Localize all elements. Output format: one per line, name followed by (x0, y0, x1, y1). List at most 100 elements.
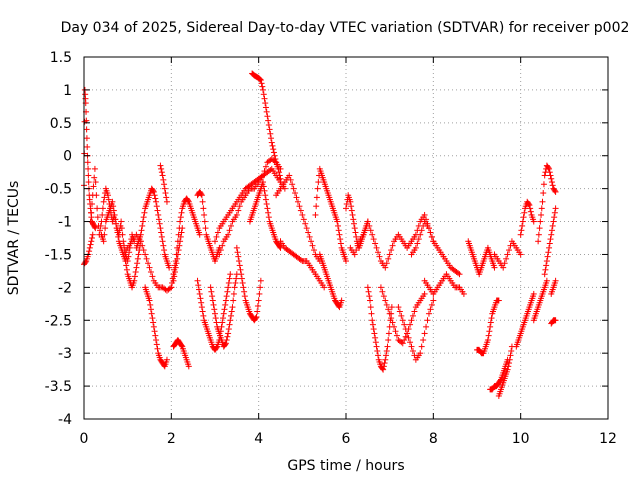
data-point (518, 227, 525, 234)
data-point (224, 333, 231, 340)
data-point (231, 284, 238, 291)
data-point (456, 271, 463, 278)
data-point (195, 286, 202, 293)
data-point (256, 75, 263, 82)
data-point (268, 135, 275, 142)
data-layer (81, 70, 559, 399)
data-point (543, 277, 550, 284)
x-tick-label: 0 (80, 431, 89, 447)
data-point (312, 211, 319, 218)
x-tick-label: 10 (512, 431, 530, 447)
data-point (393, 332, 400, 339)
data-point (548, 231, 555, 238)
data-point (89, 235, 96, 241)
data-point (153, 337, 160, 344)
data-point (276, 172, 283, 179)
data-point (266, 126, 273, 133)
data-point (150, 187, 157, 194)
data-point (220, 315, 227, 322)
data-point (491, 264, 498, 271)
data-point (549, 222, 556, 229)
series-s34 (495, 343, 515, 399)
data-point (185, 197, 192, 204)
data-point (174, 255, 181, 262)
data-point (156, 220, 163, 227)
data-point (162, 190, 169, 197)
data-point (367, 227, 374, 234)
data-point (272, 156, 279, 163)
data-point (195, 282, 202, 289)
data-point (293, 194, 300, 201)
data-point (168, 284, 175, 291)
y-tick-label: 1 (63, 83, 72, 99)
data-point (236, 258, 243, 265)
data-point (380, 293, 387, 300)
data-point (257, 277, 264, 284)
data-point (123, 262, 130, 269)
data-point (538, 205, 545, 212)
data-point (425, 310, 432, 317)
data-point (500, 264, 507, 271)
data-point (407, 339, 414, 346)
data-point (166, 285, 173, 292)
data-point (105, 192, 112, 199)
data-point (256, 290, 263, 297)
data-point (263, 200, 270, 207)
data-point (308, 238, 315, 245)
data-point (352, 229, 359, 236)
data-point (506, 360, 513, 367)
data-point (383, 352, 390, 359)
data-point (147, 301, 154, 308)
data-point (201, 218, 208, 225)
data-point (384, 343, 391, 350)
data-point (222, 297, 229, 304)
data-point (540, 181, 547, 188)
data-point (504, 251, 511, 258)
series-s16 (216, 156, 284, 258)
data-point (275, 165, 282, 172)
data-point (484, 337, 491, 344)
data-point (212, 310, 218, 317)
data-point (382, 356, 389, 363)
data-point (526, 202, 533, 209)
data-point (93, 192, 100, 199)
series-s27 (377, 284, 428, 347)
data-point (89, 231, 96, 238)
data-point (351, 220, 358, 227)
data-point (175, 247, 182, 254)
data-point (277, 175, 284, 182)
data-point (424, 317, 431, 324)
data-point (159, 172, 166, 179)
data-point (101, 231, 108, 238)
data-point (385, 337, 392, 344)
data-point (207, 284, 214, 291)
y-tick-label: -0.5 (45, 182, 72, 198)
x-tick-label: 2 (167, 431, 176, 447)
data-point (227, 317, 234, 324)
data-point (150, 323, 157, 330)
data-point (158, 233, 165, 240)
data-point (91, 224, 98, 231)
data-point (535, 231, 542, 238)
data-point (398, 312, 405, 319)
series-s14 (207, 271, 240, 350)
y-tick-label: 0 (63, 149, 72, 165)
data-point (546, 169, 553, 176)
data-point (388, 304, 395, 311)
data-point (105, 196, 112, 203)
data-point (267, 130, 274, 137)
data-point (209, 297, 216, 304)
data-point (158, 169, 165, 176)
data-point (211, 306, 218, 313)
data-point (118, 225, 125, 232)
data-point (112, 216, 119, 223)
data-point (110, 207, 117, 214)
data-point (421, 290, 428, 297)
data-point (85, 172, 92, 179)
data-point (428, 301, 435, 308)
y-tick-label: -1.5 (45, 247, 72, 263)
data-point (166, 264, 173, 271)
series-s21 (277, 238, 328, 291)
data-point (401, 321, 408, 328)
data-point (135, 251, 142, 258)
